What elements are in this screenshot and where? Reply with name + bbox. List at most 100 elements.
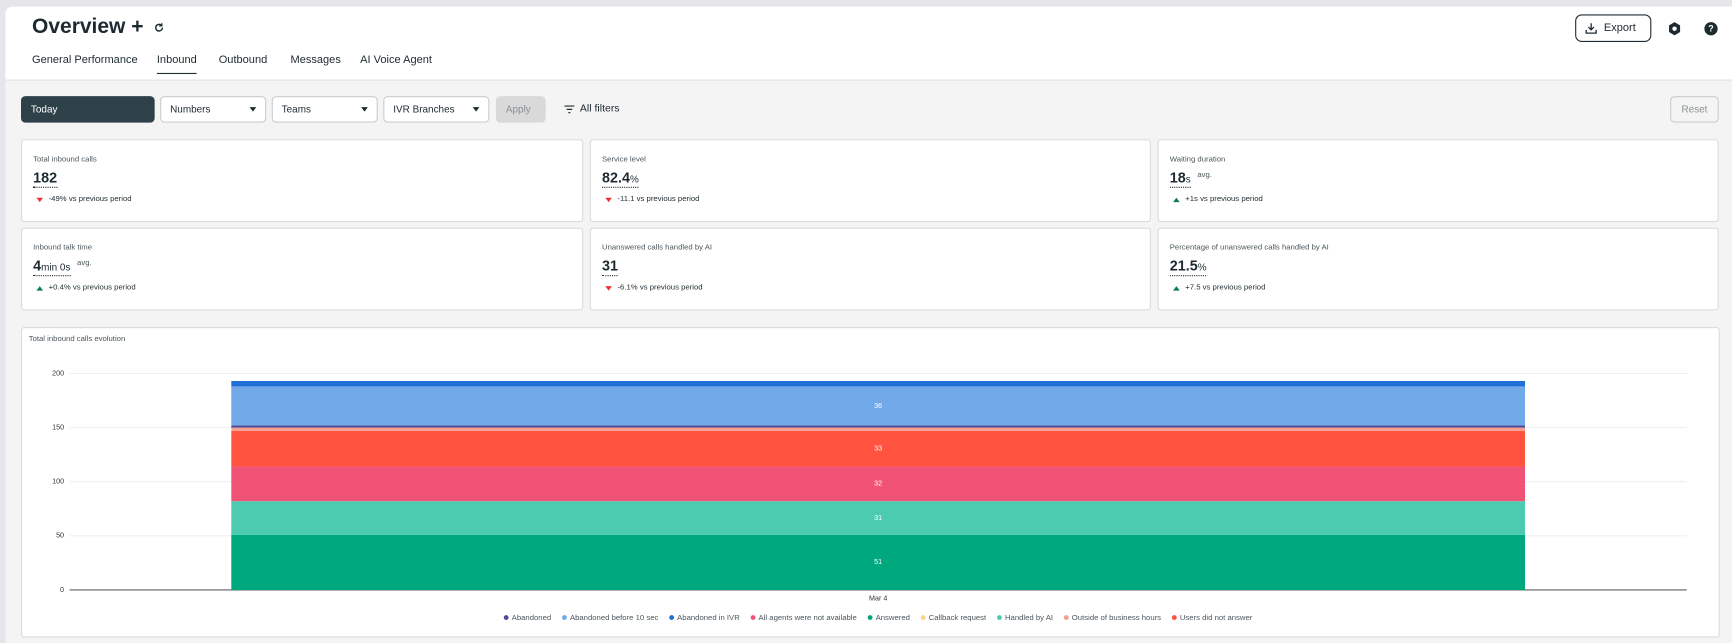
kpi-number: 21.5 [1169,257,1198,274]
legend-swatch [997,615,1002,621]
kpi-label: Total inbound calls [33,155,97,164]
dropdown-label: IVR Branches [393,103,455,115]
kpi-number: 31 [602,257,618,274]
change-note: vs previous period [639,283,703,292]
legend-label: Answered [876,613,910,622]
kpi-change: +1s vs previous period [1185,196,1263,204]
data-label: 32 [874,480,882,488]
kpi-number: 4 [33,257,42,274]
bar-segment [231,425,1525,428]
kpi-label: Service level [602,155,646,164]
data-label: 31 [874,514,882,522]
kpi-value: 18s [1169,169,1191,188]
legend-label: Handled by AI [1005,613,1053,622]
legend-item: Outside of business hours [1063,613,1161,622]
legend-swatch [669,615,675,621]
legend-label: Abandoned in IVR [677,613,740,622]
kpi-change: -11.1 vs previous period [617,196,699,204]
bar-segment [231,381,1525,387]
trend-arrow [605,197,612,203]
legend-item: Abandoned before 10 sec [562,613,658,622]
legend-swatch [920,615,926,621]
change-note: vs previous period [636,195,700,204]
tab[interactable]: Messages [290,54,341,67]
legend-label: Users did not answer [1180,613,1253,622]
legend-swatch [1171,615,1177,621]
kpi-number: 82.4 [602,169,630,186]
filter-icon [564,104,575,113]
apply-button[interactable]: Apply [495,96,546,123]
legend-item: Answered [867,613,910,622]
change-value: -6.1% [617,283,638,292]
y-tick-label: 0 [60,586,64,594]
settings-icon[interactable] [1667,21,1682,36]
change-value: +0.4% [48,283,71,292]
reset-button[interactable]: Reset [1670,96,1719,123]
legend-swatch [867,615,873,621]
legend-swatch [562,615,567,621]
tab[interactable]: Outbound [218,54,268,67]
trend-arrow [1173,197,1180,203]
legend-swatch [503,615,509,621]
tab[interactable]: General Performance [32,54,138,67]
dropdown-label: Teams [281,103,311,115]
kpi-change: -49% vs previous period [49,196,132,204]
dropdown-arrow [249,107,257,112]
legend-item: Callback request [920,613,987,622]
kpi-card: Unanswered calls handled by AI 31 -6.1% vs… [589,227,1151,311]
dropdown[interactable]: Numbers [160,96,267,123]
change-note: vs previous period [1200,195,1263,204]
bar-segment [231,386,1525,426]
y-tick-label: 150 [52,423,64,431]
legend-item: Handled by AI [997,613,1053,622]
help-icon[interactable]: ? [1703,21,1718,36]
date-filter[interactable]: Today [20,96,155,123]
trend-arrow [36,286,44,291]
dropdown-label: Numbers [170,103,211,115]
data-label: 33 [874,445,882,453]
kpi-value: 182 [33,169,58,188]
kpi-label: Waiting duration [1169,155,1226,164]
y-tick-label: 200 [52,369,64,377]
change-value: +1s [1185,195,1198,204]
y-tick-label: 100 [52,478,64,486]
data-label: 36 [874,402,882,410]
legend: Abandoned Abandoned before 10 sec Abandone… [503,613,1253,622]
kpi-suffix: avg. [77,259,92,268]
export-label: Export [1603,22,1636,35]
kpi-unit: % [629,173,639,185]
export-button[interactable]: Export [1575,14,1652,42]
trend-arrow [605,286,612,291]
legend-item: Users did not answer [1171,613,1253,622]
app-frame: Overview + Export ? General Performance I… [5,6,1732,643]
change-value: -11.1 [617,195,635,204]
dropdown[interactable]: Teams [271,96,378,123]
refresh-icon[interactable] [154,22,165,33]
change-note: vs previous period [68,195,132,204]
y-tick-label: 50 [56,532,64,540]
kpi-change: +7.5 vs previous period [1185,284,1265,292]
legend-label: Callback request [929,613,987,622]
legend-label: All agents were not available [759,613,857,622]
legend-swatch [750,615,756,621]
kpi-card: Total inbound calls 182 -49% vs previous p… [20,139,584,223]
bar-segment [231,534,1525,590]
bar-segment [231,501,1525,535]
change-value: -49% [48,195,67,204]
tab[interactable]: AI Voice Agent [360,54,432,67]
dropdown[interactable]: IVR Branches [383,96,490,123]
kpi-value: 4min 0s [33,257,71,277]
trend-arrow [1173,286,1180,291]
chart-card: Total inbound calls evolution 0 50 100 150 2… [20,327,1720,638]
kpi-card: Inbound talk time 4min 0s avg. +0.4% vs pre… [20,227,584,311]
kpi-unit: s [1185,173,1191,185]
tab[interactable]: Inbound [156,54,197,75]
legend-item: Abandoned in IVR [669,613,740,622]
chart: Total inbound calls evolution 0 50 100 150 2… [29,334,1687,622]
x-tick-label: Mar 4 [869,595,887,603]
kpi-value: 21.5% [1169,257,1207,277]
legend-label: Abandoned before 10 sec [570,613,659,622]
all-filters-button[interactable]: All filters [564,103,620,115]
apply-label: Apply [505,103,531,115]
